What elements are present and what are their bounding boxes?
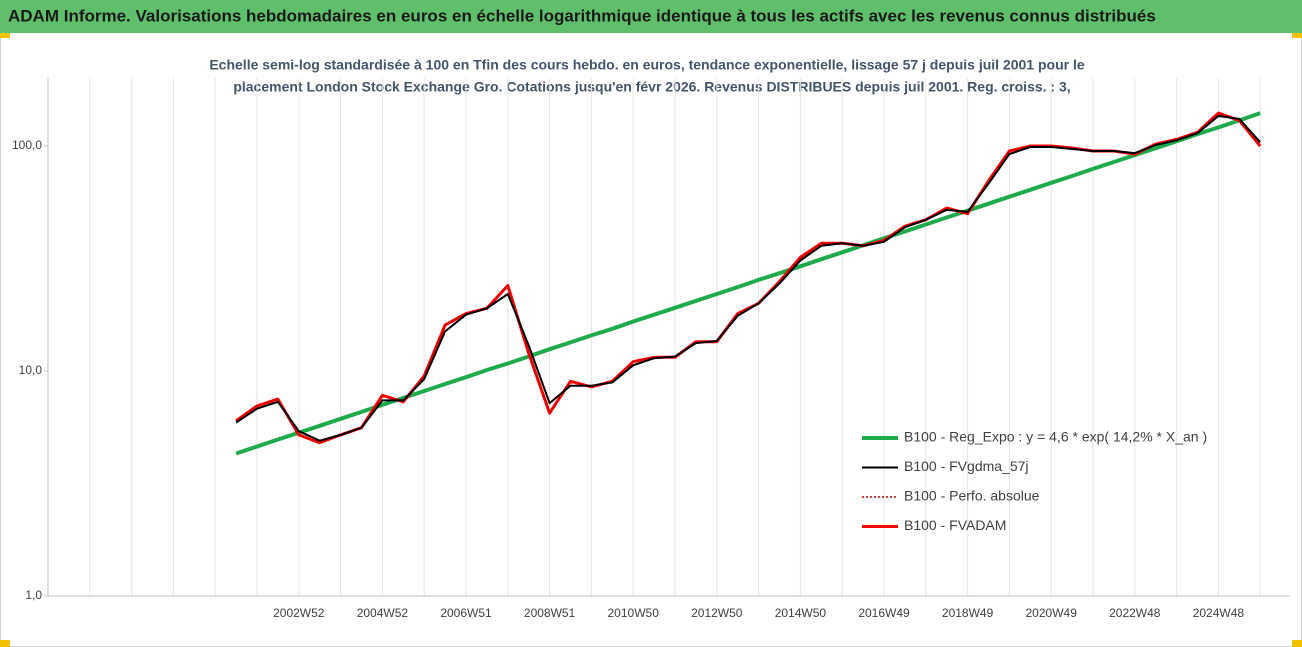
x-tick-label: 2012W50: [691, 606, 743, 620]
legend-label: B100 - Reg_Expo : y = 4,6 * exp( 14,2% *…: [904, 429, 1207, 445]
x-tick-label: 2002W52: [273, 606, 325, 620]
chart-subtitle: placement London Stock Exchange Gro. Cot…: [233, 79, 1070, 95]
chart-subtitle: Echelle semi-log standardisée à 100 en T…: [209, 57, 1085, 73]
legend-label: B100 - FVgdma_57j: [904, 458, 1029, 474]
x-tick-label: 2004W52: [357, 606, 409, 620]
legend-label: B100 - FVADAM: [904, 517, 1006, 533]
legend-label: B100 - Perfo. absolue: [904, 488, 1040, 504]
y-tick-label: 100,0: [12, 138, 42, 152]
y-tick-label: 1,0: [25, 588, 42, 602]
x-tick-label: 2022W48: [1109, 606, 1161, 620]
corner: [0, 33, 10, 38]
y-tick-label: 10,0: [19, 363, 43, 377]
corner: [1292, 33, 1302, 38]
x-tick-label: 2024W48: [1193, 606, 1245, 620]
corner: [1292, 640, 1302, 647]
x-tick-label: 2016W49: [858, 606, 910, 620]
plot-area: 1,0 10,0 100,0 2002W52 2004W52 2006W51 2008W51…: [12, 78, 1290, 620]
x-tick-label: 2008W51: [524, 606, 576, 620]
x-tick-label: 2006W51: [440, 606, 492, 620]
series-line: [235, 115, 1261, 442]
x-tick-label: 2020W49: [1026, 606, 1078, 620]
x-tick-label: 2014W50: [775, 606, 827, 620]
chart-title: ADAM Informe. Valorisations hebdomadaire…: [8, 6, 1156, 25]
header-bar: [0, 0, 1302, 33]
x-tick-label: 2018W49: [942, 606, 994, 620]
corner: [0, 640, 10, 647]
x-tick-label: 2010W50: [608, 606, 660, 620]
